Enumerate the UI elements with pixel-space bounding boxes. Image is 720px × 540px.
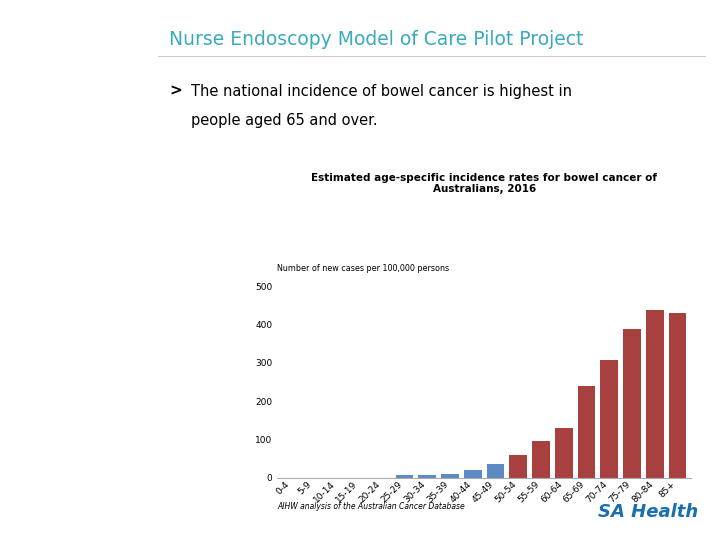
- Bar: [396, 475, 413, 478]
- Text: Nurse Endoscopy Model of Care Pilot Project: Nurse Endoscopy Model of Care Pilot Proj…: [169, 30, 584, 49]
- Bar: [532, 441, 550, 478]
- Bar: [487, 464, 505, 478]
- Text: Number of new cases per 100,000 persons: Number of new cases per 100,000 persons: [277, 264, 449, 273]
- Bar: [418, 475, 436, 478]
- Text: The national incidence of bowel cancer is highest in: The national incidence of bowel cancer i…: [191, 84, 572, 99]
- Bar: [510, 455, 527, 478]
- Text: people aged 65 and over.: people aged 65 and over.: [191, 113, 377, 129]
- Text: >: >: [169, 84, 182, 99]
- Bar: [624, 329, 641, 478]
- Text: AIHW analysis of the Australian Cancer Database: AIHW analysis of the Australian Cancer D…: [277, 502, 465, 511]
- Bar: [555, 428, 572, 478]
- Text: Estimated age-specific incidence rates for bowel cancer of
Australians, 2016: Estimated age-specific incidence rates f…: [311, 173, 657, 194]
- Bar: [646, 310, 664, 478]
- Bar: [441, 474, 459, 478]
- Text: SA Health: SA Health: [598, 503, 698, 521]
- Bar: [577, 386, 595, 478]
- Bar: [600, 360, 618, 478]
- Bar: [464, 470, 482, 478]
- Bar: [669, 313, 686, 478]
